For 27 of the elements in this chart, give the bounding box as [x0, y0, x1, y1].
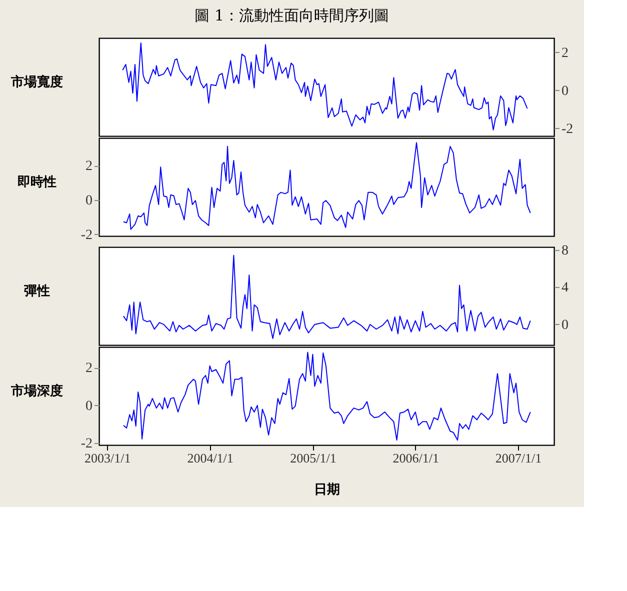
line-series — [122, 142, 531, 230]
y-tick-label: 0 — [86, 398, 92, 414]
y2-tick-label: 8 — [562, 243, 568, 258]
y-tick-label: -2 — [80, 228, 92, 243]
y2-tick-label: 2 — [562, 46, 568, 61]
chart-title: 圖 1：流動性面向時間序列圖 — [194, 6, 389, 24]
y-tick-label: 2 — [86, 361, 92, 376]
y-tick-label: -2 — [80, 436, 92, 452]
x-tick-label: 2004/1/1 — [187, 450, 234, 466]
y2-tick-label: 4 — [562, 280, 568, 296]
line-series — [122, 42, 528, 130]
x-axis-title: 日期 — [314, 482, 340, 496]
y2-tick-label: 0 — [562, 318, 568, 333]
x-tick-label: 2006/1/1 — [392, 450, 439, 466]
line-series — [122, 352, 531, 441]
y-axis-title: 即時性 — [18, 175, 56, 190]
y-tick-label: 0 — [86, 193, 92, 208]
x-tick-label: 2003/1/1 — [84, 450, 131, 466]
line-series — [122, 254, 531, 339]
y-axis-title: 市場深度 — [10, 383, 63, 400]
x-tick-label: 2005/1/1 — [290, 450, 336, 466]
y-axis-title: 彈性 — [24, 284, 50, 300]
y2-tick-label: 0 — [562, 84, 568, 99]
y-tick-label: 2 — [86, 159, 92, 174]
y-axis-title: 市場寬度 — [10, 74, 63, 90]
y2-tick-label: -2 — [562, 122, 574, 137]
x-tick-label: 2007/1/1 — [495, 450, 542, 466]
